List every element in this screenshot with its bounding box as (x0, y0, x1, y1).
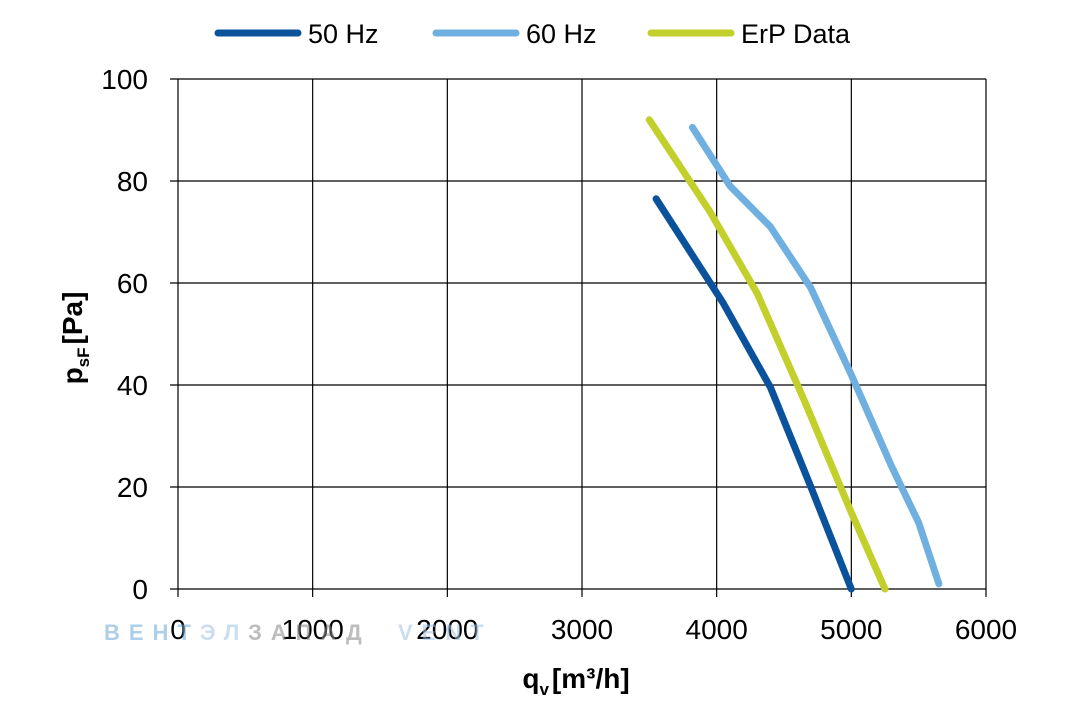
svg-text:VENT: VENT (398, 620, 493, 645)
x-tick-label: 3000 (551, 614, 613, 645)
y-axis-title: psF[Pa] (57, 292, 93, 385)
x-tick-label: 4000 (686, 614, 748, 645)
y-tick-label: 60 (117, 268, 148, 299)
x-tick-label: 5000 (820, 614, 882, 645)
x-tick-label: 1000 (282, 614, 344, 645)
watermark: ВЕНТЭЛЗАПАД VENT (104, 620, 493, 645)
grid (170, 78, 987, 597)
y-axis-ticks: 0 20 40 60 80 100 (101, 64, 148, 605)
series-lines (645, 116, 943, 593)
legend-label: 60 Hz (526, 19, 597, 49)
series-line-50-hz (652, 195, 855, 593)
x-axis-ticks: 0 1000 2000 3000 4000 5000 6000 (170, 614, 1017, 645)
x-tick-label: 6000 (955, 614, 1017, 645)
y-tick-label: 20 (117, 472, 148, 503)
y-tick-label: 80 (117, 166, 148, 197)
svg-text:ВЕНТЭЛЗАПАД: ВЕНТЭЛЗАПАД (104, 620, 371, 645)
y-tick-label: 40 (117, 370, 148, 401)
legend-label: 50 Hz (308, 19, 379, 49)
series-line-60-hz (688, 123, 943, 588)
legend-label: ErP Data (741, 19, 851, 49)
x-tick-label: 2000 (416, 614, 478, 645)
y-tick-label: 100 (101, 64, 148, 95)
y-tick-label: 0 (132, 574, 148, 605)
x-axis-title: qv [m³/h] (522, 663, 629, 699)
series-line-erp-data (645, 116, 889, 593)
x-tick-label: 0 (170, 614, 186, 645)
legend: 50 Hz 60 Hz ErP Data (214, 19, 851, 49)
